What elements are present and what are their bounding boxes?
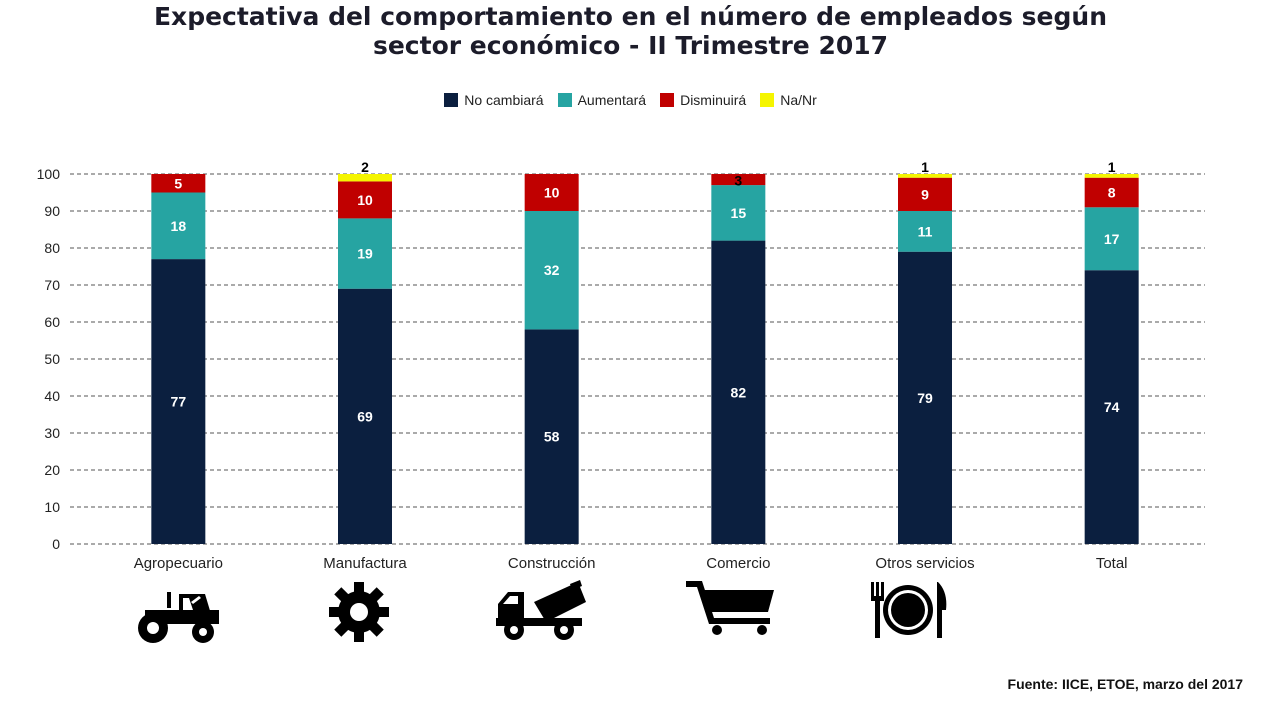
- y-tick-label: 0: [52, 536, 60, 552]
- data-label: 9: [921, 186, 929, 202]
- bar-segment: [338, 288, 392, 544]
- y-tick-label: 80: [44, 240, 60, 256]
- data-label: 10: [544, 185, 560, 201]
- data-label: 15: [731, 205, 747, 221]
- data-label: 82: [731, 384, 747, 400]
- data-label: 18: [171, 218, 187, 234]
- bar-segment: [524, 211, 579, 330]
- bar-segment: [1084, 270, 1139, 544]
- bar-segment: [338, 218, 392, 289]
- data-label: 11: [918, 223, 933, 239]
- legend-label: Aumentará: [577, 92, 647, 108]
- legend-swatch: [557, 93, 572, 107]
- title-line-1: Expectativa del comportamiento en el núm…: [153, 2, 1107, 31]
- legend-label: Na/Nr: [780, 92, 817, 108]
- data-label: 1: [1108, 159, 1116, 175]
- data-label: 77: [171, 394, 187, 410]
- y-tick-label: 30: [44, 425, 60, 441]
- legend-item-aumentara: Aumentará: [557, 92, 647, 108]
- x-tick-label: Otros servicios: [875, 555, 974, 572]
- bar-segment: [524, 174, 579, 211]
- data-label: 19: [357, 246, 373, 262]
- data-label: 58: [544, 429, 560, 445]
- legend-label: No cambiará: [464, 92, 544, 108]
- data-label: 32: [544, 262, 560, 278]
- gear-icon: [329, 582, 389, 642]
- data-label: 2: [361, 159, 369, 175]
- data-label: 17: [1104, 231, 1120, 247]
- legend-item-disminuira: Disminuirá: [660, 92, 746, 108]
- x-tick-label: Comercio: [706, 555, 770, 572]
- tractor-icon: [138, 592, 219, 643]
- legend-label: Disminuirá: [680, 92, 747, 108]
- data-label: 74: [1104, 399, 1120, 415]
- legend-item-no-cambiara: No cambiará: [444, 92, 544, 108]
- y-tick-label: 40: [44, 388, 60, 404]
- legend-swatch: [444, 93, 459, 107]
- title-line-2: sector económico - II Trimestre 2017: [372, 31, 889, 60]
- legend-swatch: [660, 93, 675, 107]
- x-tick-label: Total: [1096, 555, 1128, 572]
- bar-segment: [711, 240, 766, 544]
- x-tick-label: Agropecuario: [134, 555, 223, 572]
- bar-segment: [898, 177, 952, 211]
- bar-segment: [711, 185, 766, 241]
- bar-segment: [151, 192, 206, 260]
- data-label: 1: [921, 159, 929, 175]
- chart-title: Expectativa del comportamiento en el núm…: [0, 2, 1261, 60]
- x-tick-label: Manufactura: [323, 555, 407, 572]
- data-label: 8: [1108, 185, 1116, 201]
- plate-fork-knife-icon: [871, 582, 947, 638]
- y-tick-label: 100: [37, 166, 61, 182]
- y-tick-label: 60: [44, 314, 60, 330]
- bar-segment: [898, 251, 952, 544]
- x-tick-label: Construcción: [508, 555, 596, 572]
- data-label: 10: [357, 192, 373, 208]
- bar-segment: [524, 329, 579, 544]
- bar-segment: [1084, 207, 1139, 271]
- bar-segment: [1084, 177, 1139, 208]
- shopping-cart-icon: [686, 581, 774, 635]
- legend: No cambiará Aumentará Disminuirá Na/Nr: [0, 92, 1261, 108]
- bar-segment: [1084, 174, 1139, 178]
- bar-segment: [338, 174, 392, 182]
- y-tick-label: 90: [44, 203, 60, 219]
- bar-segment: [898, 174, 952, 178]
- bar-segment: [338, 181, 392, 219]
- y-tick-label: 50: [44, 351, 60, 367]
- y-tick-label: 10: [44, 499, 60, 515]
- legend-item-na-nr: Na/Nr: [760, 92, 817, 108]
- data-label: 3: [734, 173, 742, 189]
- data-label: 5: [174, 175, 182, 191]
- bar-segment: [151, 174, 206, 193]
- bar-segment: [711, 174, 766, 186]
- data-label: 79: [917, 390, 933, 406]
- bar-segment: [151, 259, 206, 544]
- concrete-mixer-truck-icon: [496, 580, 586, 640]
- y-tick-label: 20: [44, 462, 60, 478]
- legend-swatch: [760, 93, 775, 107]
- y-tick-label: 70: [44, 277, 60, 293]
- source-note: Fuente: IICE, ETOE, marzo del 2017: [1007, 676, 1243, 692]
- data-label: 69: [357, 408, 373, 424]
- bar-segment: [898, 211, 952, 252]
